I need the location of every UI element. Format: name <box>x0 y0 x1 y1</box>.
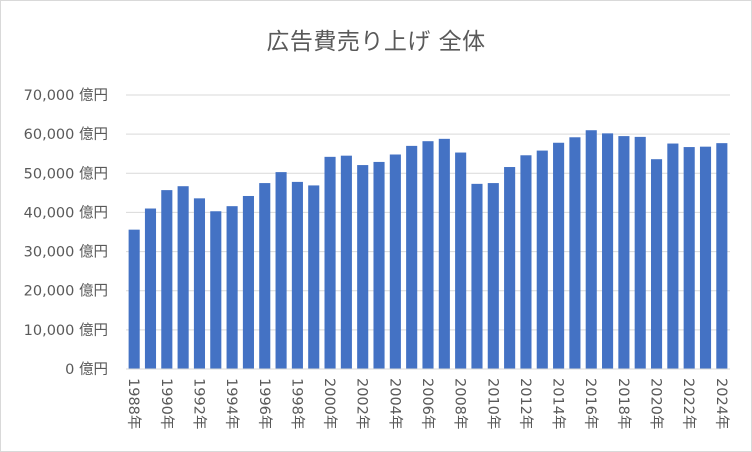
x-tick-label: 2022年 <box>680 378 697 429</box>
bar <box>422 141 434 369</box>
y-tick-label: 50,000 億円 <box>24 165 108 182</box>
bar <box>455 152 467 369</box>
bar <box>128 229 140 369</box>
bar <box>520 155 532 369</box>
bar <box>471 183 483 369</box>
bar <box>683 147 695 369</box>
bar <box>585 130 597 369</box>
x-tick-label: 1994年 <box>223 378 240 429</box>
bar <box>618 136 630 369</box>
x-tick-label: 1998年 <box>288 378 305 429</box>
x-tick-label: 2010年 <box>484 378 501 429</box>
y-tick-label: 10,000 億円 <box>24 322 108 339</box>
x-tick-label: 2002年 <box>354 378 371 429</box>
x-tick-label: 2016年 <box>582 378 599 429</box>
bar <box>210 211 222 369</box>
bar <box>602 133 614 369</box>
x-tick-label: 1992年 <box>190 378 207 429</box>
x-tick-label: 2008年 <box>452 378 469 429</box>
bar <box>667 143 679 369</box>
bar <box>504 167 516 369</box>
bar <box>324 156 336 369</box>
bar <box>177 186 189 369</box>
y-tick-label: 70,000 億円 <box>24 87 108 104</box>
bar <box>291 181 303 369</box>
bar <box>161 190 173 369</box>
bar <box>699 146 712 369</box>
x-tick-label: 1996年 <box>256 378 273 429</box>
y-tick-label: 40,000 億円 <box>24 204 108 221</box>
bar <box>275 172 287 369</box>
chart-title: 広告費売り上げ 全体 <box>266 29 486 55</box>
x-tick-label: 2018年 <box>615 378 632 429</box>
bar <box>553 142 565 369</box>
x-tick-label: 2000年 <box>321 378 338 429</box>
bar <box>406 145 418 369</box>
bar <box>259 183 271 369</box>
bar <box>340 155 352 369</box>
bar <box>487 183 499 369</box>
bar <box>438 138 450 369</box>
x-tick-label: 2012年 <box>517 378 534 429</box>
bar <box>226 206 238 369</box>
bar <box>144 208 157 369</box>
bar <box>634 136 646 369</box>
bar <box>389 154 401 369</box>
bar <box>650 159 663 369</box>
bar <box>242 195 254 369</box>
y-tick-label: 30,000 億円 <box>24 244 108 261</box>
bar <box>308 185 320 369</box>
x-tick-label: 2024年 <box>713 378 730 429</box>
bar <box>569 137 581 369</box>
y-tick-label: 60,000 億円 <box>24 126 108 143</box>
x-tick-label: 2006年 <box>419 378 436 429</box>
x-tick-label: 1988年 <box>125 378 142 429</box>
bar <box>536 150 548 369</box>
x-tick-label: 2014年 <box>550 378 567 429</box>
bar <box>193 198 206 369</box>
bar <box>357 165 369 369</box>
y-tick-label: 20,000 億円 <box>24 283 108 300</box>
x-tick-label: 1990年 <box>158 378 175 429</box>
y-tick-label: 0 億円 <box>65 361 108 378</box>
x-tick-label: 2004年 <box>386 378 403 429</box>
bar <box>373 161 385 369</box>
x-tick-label: 2020年 <box>648 378 665 429</box>
bar <box>716 143 728 369</box>
